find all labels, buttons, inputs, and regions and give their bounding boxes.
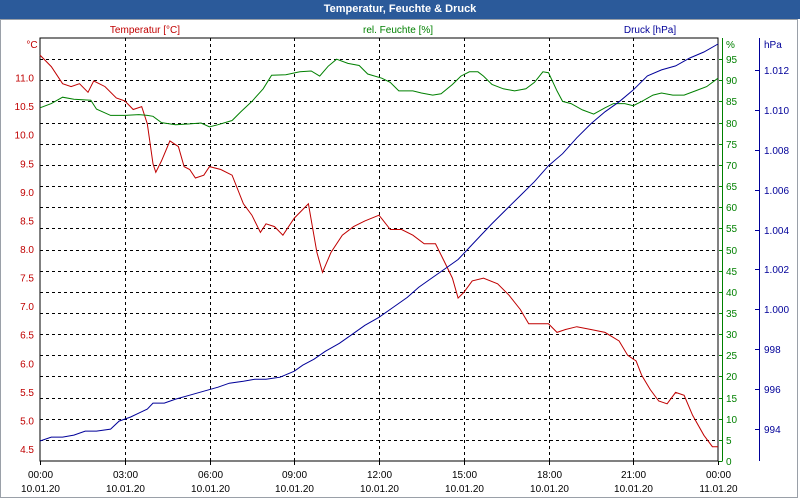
pressure-tick-label: 1.002 [764,265,789,276]
x-tick-date: 10.01.20 [106,484,145,495]
pressure-tick-label: 1.006 [764,186,789,197]
humidity-tick-label: 50 [726,246,738,257]
pressure-tick-label: 1.008 [764,146,789,157]
temperature-tick-label: 6.5 [20,331,34,342]
x-tick-label: 09:00 [282,470,307,481]
x-tick-label: 03:00 [113,470,138,481]
x-tick-date: 10.01.20 [275,484,314,495]
pressure-tick-label: 998 [764,345,781,356]
humidity-tick-label: 85 [726,97,738,108]
humidity-unit-label: % [726,40,735,51]
x-tick-label: 12:00 [367,470,392,481]
humidity-tick-label: 70 [726,161,738,172]
pressure-tick-label: 1.000 [764,305,789,316]
temperature-tick-label: 9.0 [20,188,34,199]
temperature-tick-label: 4.5 [20,445,34,456]
x-tick-date: 10.01.20 [445,484,484,495]
pressure-axis-title: Druck [hPa] [624,25,676,36]
pressure-unit-label: hPa [764,40,782,51]
pressure-tick-label: 1.010 [764,106,789,117]
temperature-tick-label: 10.5 [15,102,35,113]
humidity-tick-label: 20 [726,372,738,383]
temperature-tick-label: 7.5 [20,274,34,285]
x-tick-label: 06:00 [198,470,223,481]
pressure-tick-label: 1.012 [764,66,789,77]
chart-frame [0,19,798,498]
temperature-tick-label: 6.0 [20,359,34,370]
x-tick-date: 10.01.20 [614,484,653,495]
x-tick-label: 21:00 [621,470,646,481]
x-tick-date: 10.01.20 [530,484,569,495]
humidity-tick-label: 55 [726,224,738,235]
humidity-tick-label: 40 [726,288,738,299]
humidity-tick-label: 65 [726,182,738,193]
x-tick-date: 11.01.20 [699,484,738,495]
pressure-series-line [39,43,719,442]
pressure-tick-label: 1.004 [764,226,789,237]
temperature-tick-label: 7.0 [20,302,34,313]
humidity-tick-label: 45 [726,267,738,278]
humidity-axis-title: rel. Feuchte [%] [363,25,433,36]
x-tick-label: 18:00 [537,470,562,481]
x-tick-date: 10.01.20 [191,484,230,495]
humidity-tick-label: 30 [726,330,738,341]
temperature-tick-label: 11.0 [15,74,34,85]
x-tick-date: 10.01.20 [21,484,60,495]
temperature-tick-label: 5.0 [20,416,34,427]
temperature-series-line [39,54,718,448]
humidity-tick-label: 5 [726,436,732,447]
temperature-tick-label: 8.5 [20,216,34,227]
pressure-tick-label: 994 [764,425,781,436]
humidity-series-line [39,58,719,128]
humidity-tick-label: 15 [726,394,738,405]
humidity-tick-label: 95 [726,55,738,66]
humidity-tick-label: 35 [726,309,738,320]
humidity-tick-label: 60 [726,203,738,214]
humidity-tick-label: 75 [726,140,738,151]
humidity-tick-label: 90 [726,76,738,87]
humidity-tick-label: 25 [726,351,738,362]
x-tick-date: 10.01.20 [360,484,399,495]
window-title: Temperatur, Feuchte & Druck [0,0,800,19]
temperature-tick-label: 5.5 [20,388,34,399]
humidity-tick-label: 10 [726,415,738,426]
pressure-tick-label: 996 [764,385,781,396]
humidity-tick-label: 80 [726,119,738,130]
temperature-axis-title: Temperatur [°C] [110,25,180,36]
humidity-tick-label: 0 [726,457,732,468]
temperature-unit-label: °C [26,40,37,51]
temperature-tick-label: 9.5 [20,159,34,170]
temperature-tick-label: 10.0 [15,131,35,142]
temperature-tick-label: 8.0 [20,245,34,256]
x-tick-label: 00:00 [28,470,53,481]
x-tick-label: 15:00 [452,470,477,481]
x-tick-label: 00:00 [706,470,731,481]
